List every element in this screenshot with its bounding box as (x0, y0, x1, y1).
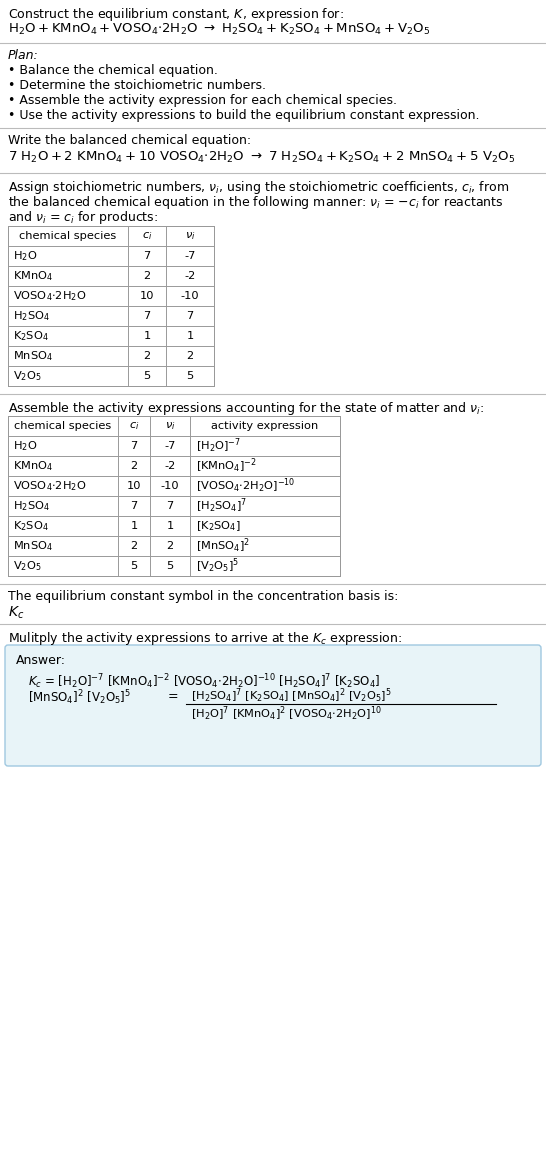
Text: Answer:: Answer: (16, 654, 66, 668)
Bar (8, 226, 214, 386)
Text: $\mathregular{VOSO_4{\cdot}2H_2O}$: $\mathregular{VOSO_4{\cdot}2H_2O}$ (13, 479, 86, 493)
Text: Write the balanced chemical equation:: Write the balanced chemical equation: (8, 134, 251, 147)
Text: $\mathregular{VOSO_4{\cdot}2H_2O}$: $\mathregular{VOSO_4{\cdot}2H_2O}$ (13, 290, 86, 302)
Text: chemical species: chemical species (14, 421, 111, 431)
Text: $\mathit{K_c}$ = $\mathregular{[H_2O]^{-7}\ [KMnO_4]^{-2}\ [VOSO_4{\cdot}2H_2O]^: $\mathit{K_c}$ = $\mathregular{[H_2O]^{-… (28, 672, 380, 691)
Text: 7: 7 (144, 311, 151, 321)
Text: $\mathregular{MnSO_4}$: $\mathregular{MnSO_4}$ (13, 540, 53, 552)
Text: 1: 1 (144, 331, 151, 341)
Text: 2: 2 (144, 351, 151, 361)
Bar (8, 416, 340, 576)
Text: Assign stoichiometric numbers, $\mathit{\nu_i}$, using the stoichiometric coeffi: Assign stoichiometric numbers, $\mathit{… (8, 179, 509, 197)
Text: $\mathregular{[H_2SO_4]^7\ [K_2SO_4]\ [MnSO_4]^2\ [V_2O_5]^5}$: $\mathregular{[H_2SO_4]^7\ [K_2SO_4]\ [M… (191, 687, 391, 706)
Text: -10: -10 (181, 291, 199, 301)
Text: $\mathregular{K_2SO_4}$: $\mathregular{K_2SO_4}$ (13, 519, 49, 533)
Text: 5: 5 (186, 371, 194, 381)
Text: $\mathregular{[MnSO_4]^2\ [V_2O_5]^5}$: $\mathregular{[MnSO_4]^2\ [V_2O_5]^5}$ (28, 688, 131, 707)
Text: 10: 10 (127, 481, 141, 491)
Text: $\mathregular{[K_2SO_4]}$: $\mathregular{[K_2SO_4]}$ (196, 519, 240, 533)
Text: 5: 5 (144, 371, 151, 381)
Text: 7: 7 (186, 311, 194, 321)
Text: =: = (168, 691, 179, 704)
Text: $\mathit{\nu_i}$: $\mathit{\nu_i}$ (165, 420, 175, 431)
Text: Assemble the activity expressions accounting for the state of matter and $\mathi: Assemble the activity expressions accoun… (8, 400, 484, 418)
Text: • Determine the stoichiometric numbers.: • Determine the stoichiometric numbers. (8, 79, 266, 92)
Text: 5: 5 (167, 561, 174, 571)
Text: $\mathregular{[H_2SO_4]^7}$: $\mathregular{[H_2SO_4]^7}$ (196, 497, 247, 515)
Text: -10: -10 (161, 481, 179, 491)
Text: $\mathit{K_c}$: $\mathit{K_c}$ (8, 605, 25, 621)
Text: $\mathregular{[MnSO_4]^2}$: $\mathregular{[MnSO_4]^2}$ (196, 537, 250, 555)
Text: $\mathregular{V_2O_5}$: $\mathregular{V_2O_5}$ (13, 559, 41, 573)
Text: $\mathregular{[KMnO_4]^{-2}}$: $\mathregular{[KMnO_4]^{-2}}$ (196, 457, 257, 476)
Text: $\mathregular{7\ H_2O + 2\ KMnO_4 + 10\ VOSO_4{\cdot}2H_2O}$$\ \rightarrow \ $$\: $\mathregular{7\ H_2O + 2\ KMnO_4 + 10\ … (8, 150, 515, 165)
Text: 2: 2 (167, 541, 174, 551)
Text: 7: 7 (130, 441, 138, 451)
Text: • Balance the chemical equation.: • Balance the chemical equation. (8, 64, 218, 77)
Text: 10: 10 (140, 291, 155, 301)
Text: $\mathregular{H_2O}$: $\mathregular{H_2O}$ (13, 249, 37, 263)
Text: 2: 2 (130, 461, 138, 471)
FancyBboxPatch shape (5, 645, 541, 766)
Text: $\mathit{c_i}$: $\mathit{c_i}$ (129, 420, 139, 431)
Text: $\mathregular{MnSO_4}$: $\mathregular{MnSO_4}$ (13, 349, 53, 363)
Text: • Use the activity expressions to build the equilibrium constant expression.: • Use the activity expressions to build … (8, 109, 479, 122)
Text: $\mathregular{H_2O}$: $\mathregular{H_2O}$ (13, 440, 37, 452)
Text: -7: -7 (185, 251, 195, 261)
Text: $\mathregular{H_2SO_4}$: $\mathregular{H_2SO_4}$ (13, 309, 50, 323)
Text: 1: 1 (130, 521, 138, 531)
Text: $\mathregular{H_2O + KMnO_4 + VOSO_4{\cdot}2H_2O}$$\ \rightarrow \ $$\mathregula: $\mathregular{H_2O + KMnO_4 + VOSO_4{\cd… (8, 22, 430, 37)
Text: 1: 1 (186, 331, 194, 341)
Text: $\mathregular{V_2O_5}$: $\mathregular{V_2O_5}$ (13, 369, 41, 383)
Text: $\mathit{c_i}$: $\mathit{c_i}$ (142, 230, 152, 242)
Text: $\mathregular{[H_2O]^{-7}}$: $\mathregular{[H_2O]^{-7}}$ (196, 437, 241, 455)
Text: -2: -2 (185, 271, 195, 281)
Text: 2: 2 (186, 351, 194, 361)
Text: $\mathregular{KMnO_4}$: $\mathregular{KMnO_4}$ (13, 269, 53, 283)
Text: $\mathregular{[VOSO_4{\cdot}2H_2O]^{-10}}$: $\mathregular{[VOSO_4{\cdot}2H_2O]^{-10}… (196, 477, 295, 495)
Text: 5: 5 (130, 561, 138, 571)
Text: Plan:: Plan: (8, 49, 39, 62)
Text: $\mathregular{[V_2O_5]^5}$: $\mathregular{[V_2O_5]^5}$ (196, 557, 239, 576)
Text: • Assemble the activity expression for each chemical species.: • Assemble the activity expression for e… (8, 94, 397, 107)
Text: $\mathregular{[H_2O]^7\ [KMnO_4]^2\ [VOSO_4{\cdot}2H_2O]^{10}}$: $\mathregular{[H_2O]^7\ [KMnO_4]^2\ [VOS… (191, 705, 382, 723)
Text: $\mathregular{H_2SO_4}$: $\mathregular{H_2SO_4}$ (13, 499, 50, 513)
Text: 7: 7 (130, 501, 138, 511)
Text: $\mathregular{K_2SO_4}$: $\mathregular{K_2SO_4}$ (13, 329, 49, 343)
Text: The equilibrium constant symbol in the concentration basis is:: The equilibrium constant symbol in the c… (8, 590, 399, 602)
Text: chemical species: chemical species (19, 231, 117, 241)
Text: 7: 7 (144, 251, 151, 261)
Text: 7: 7 (167, 501, 174, 511)
Text: Mulitply the activity expressions to arrive at the $\mathit{K_c}$ expression:: Mulitply the activity expressions to arr… (8, 630, 402, 647)
Text: $\mathit{\nu_i}$: $\mathit{\nu_i}$ (185, 230, 195, 242)
Text: and $\mathit{\nu_i}$ = $\mathit{c_i}$ for products:: and $\mathit{\nu_i}$ = $\mathit{c_i}$ fo… (8, 209, 158, 226)
Text: activity expression: activity expression (211, 421, 319, 431)
Text: -7: -7 (164, 441, 176, 451)
Text: $\mathregular{KMnO_4}$: $\mathregular{KMnO_4}$ (13, 459, 53, 473)
Text: Construct the equilibrium constant, $\mathit{K}$, expression for:: Construct the equilibrium constant, $\ma… (8, 6, 344, 23)
Text: -2: -2 (164, 461, 176, 471)
Text: 2: 2 (130, 541, 138, 551)
Text: the balanced chemical equation in the following manner: $\mathit{\nu_i}$ = $-\ma: the balanced chemical equation in the fo… (8, 194, 504, 211)
Text: 2: 2 (144, 271, 151, 281)
Text: 1: 1 (167, 521, 174, 531)
